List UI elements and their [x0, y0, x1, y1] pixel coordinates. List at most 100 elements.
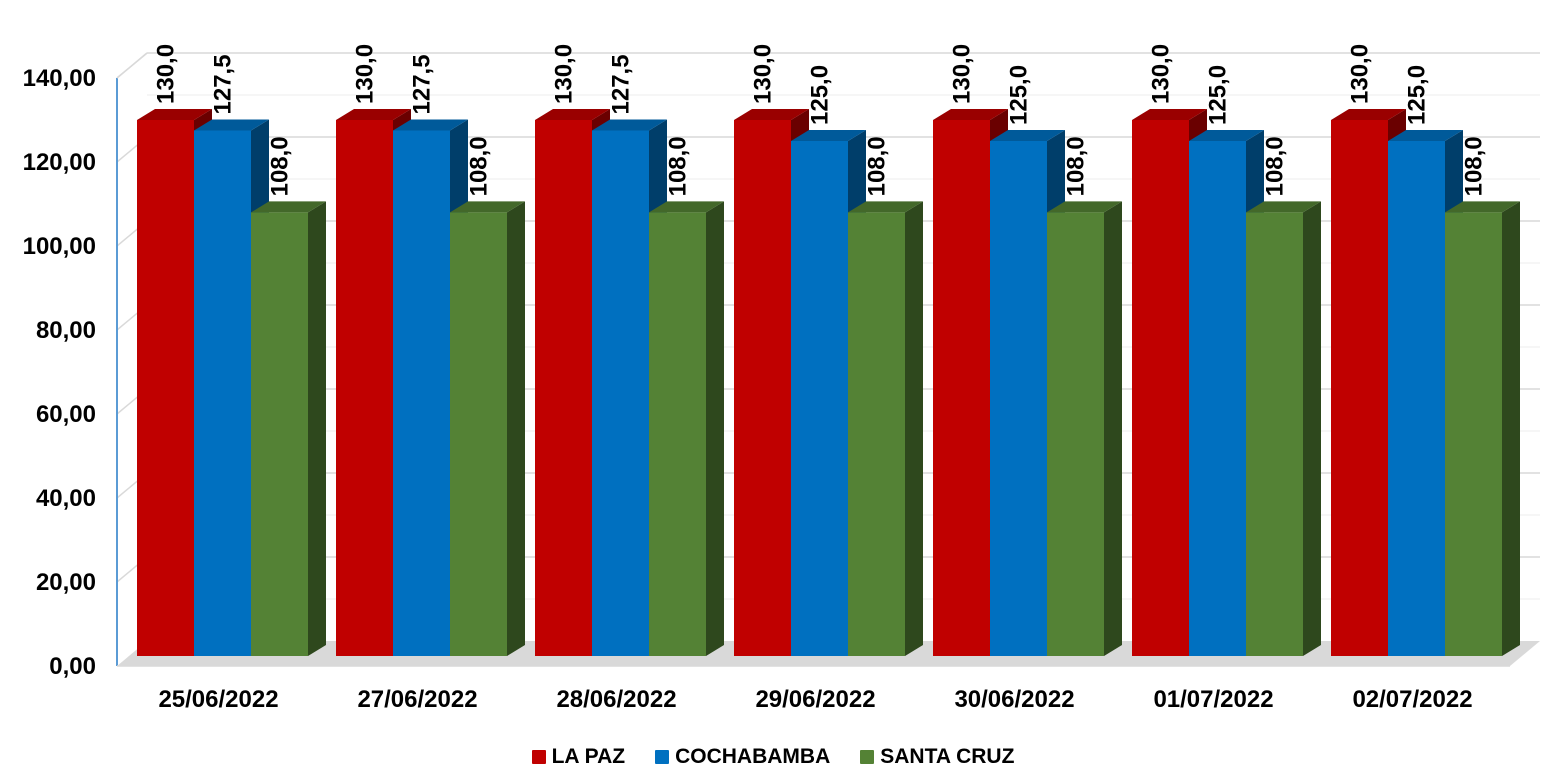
y-tick-label: 20,00 — [36, 569, 96, 596]
bar-top — [535, 109, 610, 120]
bar-santa-cruz — [1445, 201, 1520, 656]
bar-top — [990, 130, 1065, 141]
bar-top — [933, 109, 1008, 120]
legend-item-la-paz[interactable]: LA PAZ — [531, 745, 626, 769]
bar-top — [649, 201, 724, 213]
bar-santa-cruz — [1246, 201, 1321, 656]
bar-front — [450, 212, 507, 656]
bar-top — [592, 119, 667, 131]
bar-front — [1246, 212, 1303, 656]
bar-front — [251, 212, 308, 656]
bar-front — [336, 120, 393, 656]
x-axis-labels: 25/06/2022 27/06/2022 28/06/2022 29/06/2022… — [158, 686, 1472, 713]
bar-front — [393, 130, 450, 656]
bar-top — [848, 201, 923, 213]
data-label: 108,0 — [267, 136, 294, 196]
bar-top — [336, 109, 411, 120]
y-tick-label: 60,00 — [36, 401, 96, 428]
legend-swatch-icon — [531, 750, 546, 764]
bar-top — [1189, 130, 1264, 141]
legend-label: LA PAZ — [551, 745, 626, 768]
bar-top — [791, 130, 866, 141]
bar-top — [194, 119, 269, 131]
legend-label: COCHABAMBA — [675, 745, 831, 768]
data-label: 130,0 — [551, 44, 578, 104]
data-label: 127,5 — [608, 54, 635, 114]
bar-front — [1331, 120, 1388, 656]
bar-top — [251, 201, 326, 213]
legend: LA PAZ COCHABAMBA SANTA CRUZ — [0, 742, 1546, 772]
bar-santa-cruz — [251, 201, 326, 656]
bar-top — [1132, 109, 1207, 120]
x-tick-label: 25/06/2022 — [158, 686, 278, 713]
data-label: 108,0 — [1461, 136, 1488, 196]
y-axis: 0,00 20,00 40,00 60,00 80,00 100,00 120,00 140,… — [23, 52, 1510, 680]
bars — [137, 109, 1520, 656]
bar-top — [1388, 130, 1463, 141]
x-tick-label: 27/06/2022 — [357, 686, 477, 713]
y-tick-label: 40,00 — [36, 485, 96, 512]
bar-side — [308, 201, 326, 656]
data-label: 125,0 — [1404, 65, 1431, 125]
bar-front — [137, 120, 194, 656]
y-tick-label: 0,00 — [49, 653, 96, 680]
bar-top — [1331, 109, 1406, 120]
bar-front — [649, 212, 706, 656]
y-tick-label: 120,00 — [23, 149, 96, 176]
x-tick-label: 28/06/2022 — [556, 686, 676, 713]
bar-side — [1104, 201, 1122, 656]
data-label: 130,0 — [1347, 44, 1374, 104]
data-label: 130,0 — [153, 44, 180, 104]
bar-top — [1445, 201, 1520, 213]
bar-top — [734, 109, 809, 120]
legend-label: SANTA CRUZ — [880, 745, 1015, 768]
data-label: 125,0 — [807, 65, 834, 125]
data-labels: 130,0 127,5 108,0 130,0 127,5 108,0 130,0 127,5… — [153, 44, 1488, 196]
data-label: 125,0 — [1006, 65, 1033, 125]
x-tick-label: 29/06/2022 — [755, 686, 875, 713]
bar-top — [393, 119, 468, 131]
x-tick-label: 01/07/2022 — [1153, 686, 1273, 713]
bar-front — [592, 130, 649, 656]
y-tick-label: 100,00 — [23, 233, 96, 260]
x-tick-label: 30/06/2022 — [954, 686, 1074, 713]
bar-front — [734, 120, 791, 656]
bar-top — [1246, 201, 1321, 213]
bar-top — [1047, 201, 1122, 213]
y-tick-label: 140,00 — [23, 65, 96, 92]
bar-side — [1502, 201, 1520, 656]
bar-front — [194, 130, 251, 656]
data-label: 130,0 — [352, 44, 379, 104]
bar-front — [848, 212, 905, 656]
legend-swatch-icon — [860, 750, 875, 764]
bar-front — [535, 120, 592, 656]
data-label: 108,0 — [1063, 136, 1090, 196]
bar-side — [1303, 201, 1321, 656]
bar-santa-cruz — [1047, 201, 1122, 656]
data-label: 108,0 — [1262, 136, 1289, 196]
legend-swatch-icon — [655, 750, 670, 764]
x-tick-label: 02/07/2022 — [1352, 686, 1472, 713]
y-tick-label: 80,00 — [36, 317, 96, 344]
y-axis-top — [116, 52, 148, 79]
bar-side — [507, 201, 525, 656]
bar-side — [706, 201, 724, 656]
bar-top — [137, 109, 212, 120]
bar-side — [905, 201, 923, 656]
bar-santa-cruz — [450, 201, 525, 656]
bar-front — [1047, 212, 1104, 656]
bar-front — [1132, 120, 1189, 656]
bar-front — [1445, 212, 1502, 656]
data-label: 130,0 — [750, 44, 777, 104]
bar-top — [450, 201, 525, 213]
legend-item-santa-cruz[interactable]: SANTA CRUZ — [860, 745, 1014, 769]
data-label: 108,0 — [665, 136, 692, 196]
bar-front — [791, 141, 848, 656]
data-label: 127,5 — [210, 54, 237, 114]
bar-front — [933, 120, 990, 656]
bar-santa-cruz — [848, 201, 923, 656]
bar-santa-cruz — [649, 201, 724, 656]
legend-item-cochabamba[interactable]: COCHABAMBA — [655, 745, 830, 769]
bar-front — [990, 141, 1047, 656]
